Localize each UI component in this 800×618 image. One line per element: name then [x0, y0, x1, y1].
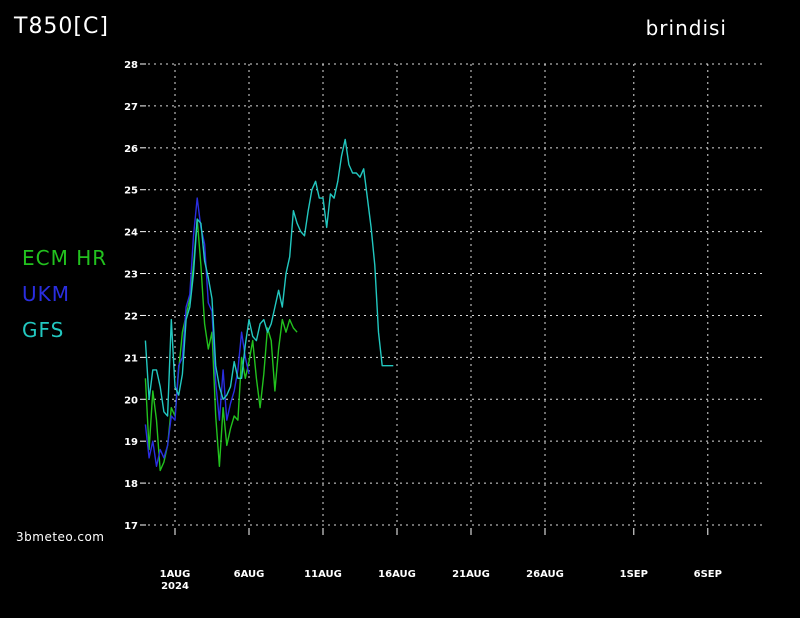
y-tick-label: 17 [124, 521, 138, 532]
location-label: brindisi [645, 16, 727, 40]
x-tick-label: 1AUG [160, 569, 191, 580]
y-tick-label: 20 [124, 395, 138, 406]
series-line-ukm [144, 197, 250, 467]
series-line-gfs [144, 138, 394, 417]
x-tick-label: 11AUG [304, 569, 342, 580]
x-tick-label: 26AUG [526, 569, 564, 580]
y-tick-label: 19 [124, 437, 138, 448]
series-line-ecm-hr [144, 218, 298, 472]
legend-item-ecm-hr: ECM HR [22, 246, 108, 270]
y-tick-label: 18 [124, 479, 138, 490]
series-lines [144, 138, 394, 472]
y-tick-label: 25 [124, 186, 138, 197]
y-axis: 17 18 19 20 21 22 23 24 25 26 27 28 [124, 60, 146, 532]
x-tick-sublabel: 2024 [161, 581, 189, 592]
grid [148, 63, 765, 526]
x-tick-label: 21AUG [452, 569, 490, 580]
legend-item-ukm: UKM [22, 282, 71, 306]
y-tick-label: 21 [124, 353, 138, 364]
x-tick-label: 1SEP [620, 569, 648, 580]
y-tick-label: 22 [124, 311, 138, 322]
legend-item-gfs: GFS [22, 318, 65, 342]
watermark: 3bmeteo.com [16, 530, 105, 544]
legend: ECM HR UKM GFS [22, 240, 107, 348]
chart-title: T850[C] [14, 14, 109, 39]
y-tick-label: 28 [124, 60, 138, 71]
x-tick-label: 6AUG [234, 569, 265, 580]
y-tick-label: 24 [124, 228, 138, 239]
y-tick-label: 23 [124, 270, 138, 281]
x-tick-label: 16AUG [378, 569, 416, 580]
y-tick-label: 26 [124, 144, 138, 155]
x-tick-label: 6SEP [694, 569, 722, 580]
y-tick-label: 27 [124, 102, 138, 113]
